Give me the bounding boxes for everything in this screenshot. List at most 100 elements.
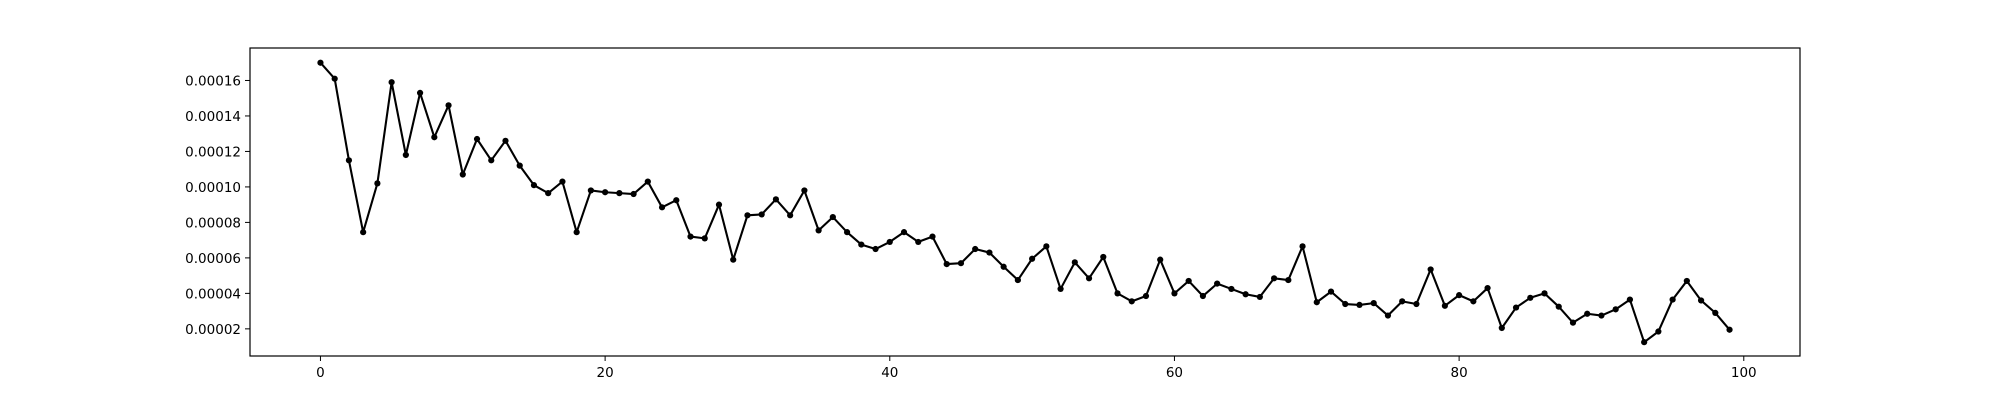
data-point	[1142, 292, 1150, 300]
data-point	[829, 213, 836, 221]
data-point	[488, 157, 495, 164]
y-tick-label: 0.00008	[185, 215, 241, 231]
data-point	[388, 79, 395, 86]
data-point	[900, 229, 908, 236]
data-point	[1413, 300, 1420, 308]
data-point	[1000, 263, 1007, 270]
data-point	[1612, 306, 1619, 313]
y-tick-label: 0.00006	[185, 251, 241, 267]
data-point	[1683, 277, 1690, 285]
data-point	[1270, 275, 1278, 282]
data-point	[1299, 243, 1306, 250]
data-point	[701, 235, 708, 242]
data-point	[872, 245, 879, 253]
y-tick-label: 0.00012	[185, 144, 241, 160]
data-point	[1598, 312, 1605, 319]
data-point	[516, 162, 523, 169]
data-point	[1313, 299, 1320, 306]
x-tick-label: 20	[597, 365, 614, 381]
data-point	[1085, 275, 1093, 282]
y-axis: 0.00002 0.00004 0.00006 0.00008 0.00010 0.000…	[185, 73, 250, 338]
data-point	[843, 229, 851, 236]
data-point	[573, 229, 580, 236]
data-point	[1641, 339, 1648, 346]
data-point	[772, 196, 780, 203]
data-point	[673, 197, 680, 204]
data-point	[587, 187, 594, 194]
y-tick-label: 0.00002	[185, 322, 241, 338]
data-point	[1470, 298, 1477, 305]
series-layer	[317, 59, 1733, 346]
data-point	[530, 182, 538, 189]
data-point	[1029, 255, 1036, 262]
data-point	[1157, 256, 1164, 263]
data-point	[331, 75, 338, 82]
data-point	[1228, 285, 1235, 293]
x-axis: 0 20 40 60 80 100	[316, 356, 1757, 381]
data-point	[1185, 277, 1192, 285]
data-point	[1242, 291, 1249, 298]
data-point	[416, 89, 424, 96]
data-point	[602, 189, 609, 196]
x-tick-label: 40	[881, 365, 898, 381]
data-point	[431, 134, 438, 141]
data-point	[929, 233, 936, 240]
data-point	[1527, 294, 1534, 301]
x-tick-label: 80	[1451, 365, 1468, 381]
data-point	[715, 201, 723, 208]
data-point	[616, 190, 623, 197]
data-point	[402, 151, 409, 159]
data-point	[1100, 253, 1107, 261]
data-point	[1285, 276, 1292, 284]
data-point	[1697, 297, 1705, 304]
data-point	[445, 102, 452, 109]
data-point	[1669, 296, 1676, 303]
data-point	[1199, 292, 1207, 300]
data-point	[1626, 296, 1634, 303]
data-point	[502, 137, 509, 144]
data-point	[1456, 292, 1463, 299]
data-point	[1726, 326, 1733, 333]
data-point	[801, 187, 808, 194]
y-tick-label: 0.00014	[185, 109, 241, 125]
x-tick-label: 100	[1731, 365, 1757, 381]
data-point	[787, 212, 794, 219]
data-point	[1399, 298, 1406, 305]
plot-area	[250, 48, 1800, 356]
data-point	[1512, 304, 1520, 311]
data-point	[687, 233, 694, 240]
data-point	[1128, 298, 1135, 305]
data-point	[644, 178, 651, 185]
data-point	[1541, 290, 1548, 297]
data-point	[1484, 284, 1491, 292]
data-point	[1712, 309, 1719, 316]
data-point	[1555, 303, 1562, 310]
data-point	[1584, 310, 1591, 317]
x-tick-label: 0	[316, 365, 325, 381]
data-point	[1384, 312, 1392, 319]
data-point	[744, 212, 751, 219]
data-point	[1043, 243, 1050, 250]
y-tick-label: 0.00004	[185, 286, 241, 302]
data-point	[1356, 301, 1363, 309]
y-tick-label: 0.00016	[185, 73, 241, 89]
data-point	[1569, 319, 1577, 326]
data-point	[915, 238, 922, 246]
data-point	[374, 180, 381, 187]
data-point	[1057, 285, 1064, 293]
data-point	[459, 171, 466, 178]
plot-frame	[249, 47, 1801, 357]
data-point	[1214, 280, 1221, 287]
data-point	[345, 157, 353, 164]
y-tick-label: 0.00010	[185, 180, 241, 196]
data-point	[943, 260, 950, 268]
data-point	[473, 135, 481, 143]
data-point	[957, 260, 965, 267]
data-point	[1441, 302, 1448, 309]
data-point	[986, 249, 993, 256]
data-point	[1327, 288, 1335, 295]
data-point	[1655, 328, 1662, 335]
data-point	[1498, 324, 1505, 332]
data-point	[1171, 290, 1178, 297]
data-point	[815, 227, 822, 234]
